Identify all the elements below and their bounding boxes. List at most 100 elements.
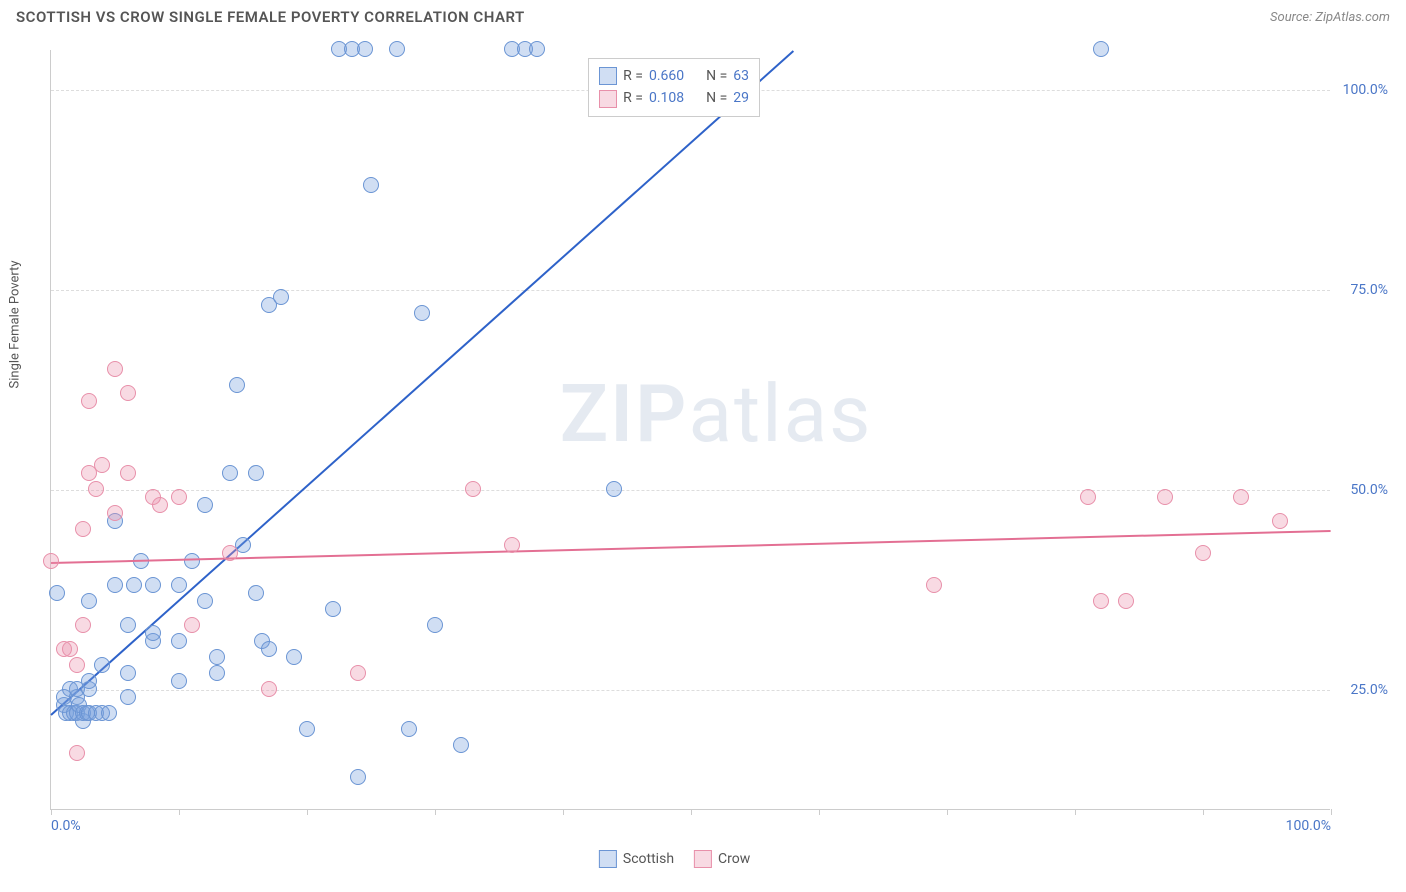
scottish-trendline [50,50,794,715]
crow-marker [107,505,123,521]
crow-marker [261,681,277,697]
crow-marker [184,617,200,633]
crow-marker [81,393,97,409]
x-tick-label: 100.0% [1286,818,1331,834]
x-tick [1203,809,1204,815]
crow-marker [1157,489,1173,505]
crow-marker [1118,593,1134,609]
crow-marker [926,577,942,593]
x-tick [179,809,180,815]
y-axis-label: Single Female Poverty [8,260,23,388]
x-tick [435,809,436,815]
y-tick-label: 25.0% [1350,682,1388,698]
crow-marker [504,537,520,553]
crow-marker [75,617,91,633]
crow-marker [43,553,59,569]
scottish-marker [401,721,417,737]
r-label: R = [623,65,643,87]
y-tick-label: 50.0% [1350,482,1388,498]
r-value: 0.108 [649,87,684,109]
scottish-marker [350,769,366,785]
scottish-marker [145,625,161,641]
gridline [51,490,1330,491]
scottish-marker [197,593,213,609]
crow-marker [88,481,104,497]
scottish-marker [209,665,225,681]
legend-label: Crow [718,851,750,867]
chart-title: SCOTTISH VS CROW SINGLE FEMALE POVERTY C… [16,8,525,26]
scottish-marker [120,617,136,633]
x-tick [51,809,52,815]
chart-container: ZIPatlas R =0.660N =63R =0.108N =29 25.0… [50,50,1390,840]
scottish-marker [101,705,117,721]
legend-item-scottish: Scottish [599,850,674,868]
scottish-marker [184,553,200,569]
scottish-marker [389,41,405,57]
scottish-marker [1093,41,1109,57]
legend-stats-row-crow: R = 0.108 N = 29 [599,87,749,109]
scottish-marker [325,601,341,617]
legend-item-crow: Crow [694,850,750,868]
scottish-marker [229,377,245,393]
crow-marker [120,385,136,401]
scottish-marker [357,41,373,57]
gridline [51,290,1330,291]
legend-bottom: Scottish Crow [599,850,750,868]
crow-marker [107,361,123,377]
scottish-marker [197,497,213,513]
crow-marker [94,457,110,473]
crow-marker [152,497,168,513]
scottish-marker [453,737,469,753]
scottish-marker [145,577,161,593]
plot-area: ZIPatlas R =0.660N =63R =0.108N =29 25.0… [50,50,1330,810]
n-value: 63 [733,65,749,87]
x-tick-label: 0.0% [51,818,81,834]
legend-stats-box: R = 0.660 N = 63 R = 0.108 N = 29 [588,58,760,117]
scottish-marker [248,465,264,481]
scottish-marker [107,577,123,593]
crow-swatch-icon [599,90,617,108]
scottish-marker [81,673,97,689]
x-tick [307,809,308,815]
legend-label: Scottish [623,851,674,867]
scottish-marker [120,665,136,681]
crow-marker [1080,489,1096,505]
x-tick [1075,809,1076,815]
scottish-marker [299,721,315,737]
scottish-marker [363,177,379,193]
crow-marker [222,545,238,561]
scottish-marker [273,289,289,305]
scottish-marker [286,649,302,665]
source-label: Source: ZipAtlas.com [1270,10,1390,25]
crow-marker [120,465,136,481]
r-label: R = [623,87,643,109]
scottish-marker [529,41,545,57]
scottish-marker [261,641,277,657]
n-label: N = [706,65,727,87]
scottish-marker [248,585,264,601]
crow-marker [1272,513,1288,529]
x-tick [1331,809,1332,815]
x-tick [819,809,820,815]
n-value: 29 [733,87,749,109]
scottish-marker [427,617,443,633]
scottish-marker [209,649,225,665]
x-tick [691,809,692,815]
crow-marker [350,665,366,681]
scottish-marker [171,673,187,689]
r-value: 0.660 [649,65,684,87]
scottish-marker [414,305,430,321]
scottish-marker [126,577,142,593]
scottish-marker [171,577,187,593]
scottish-marker [81,593,97,609]
y-tick-label: 100.0% [1343,82,1388,98]
crow-marker [1093,593,1109,609]
scottish-swatch-icon [599,67,617,85]
x-tick [563,809,564,815]
y-tick-label: 75.0% [1350,282,1388,298]
n-label: N = [706,87,727,109]
legend-stats-row-scottish: R = 0.660 N = 63 [599,65,749,87]
x-tick [947,809,948,815]
gridline [51,690,1330,691]
crow-marker [171,489,187,505]
